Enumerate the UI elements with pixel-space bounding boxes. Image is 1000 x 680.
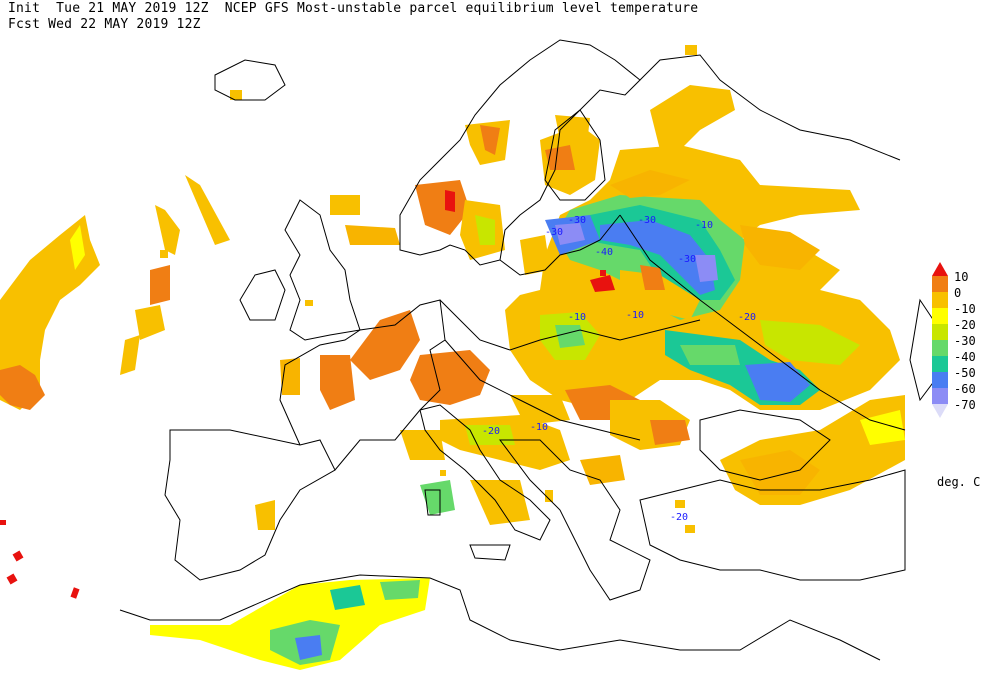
legend-swatch-minus30 [932,340,948,356]
legend-label: -60 [954,382,976,396]
scattered-cells [0,45,697,599]
color-legend: 10 0 -10 -20 -30 -40 -50 -60 -70 [932,262,976,418]
scandinavia-field [330,115,600,275]
contour-label: -20 [482,426,500,437]
legend-unit: deg. C [937,475,981,489]
contour-label: -30 [678,254,696,265]
legend-label: -30 [954,334,976,348]
southeast-field [720,395,905,505]
forecast-time: Fcst Wed 22 MAY 2019 12Z [8,17,201,32]
legend-swatch-minus50 [932,372,948,388]
legend-label: -10 [954,302,976,316]
legend-swatch-minus20-upper [932,308,948,324]
contour-label: -30 [568,215,586,226]
contour-label: -20 [670,512,688,523]
map-title: Init Tue 21 MAY 2019 12Z NCEP GFS Most-u… [8,1,699,16]
north-africa-field [150,578,430,670]
contour-labels: -30 -30 -10 -30 -30 -40 -20 -10 -10 -20 … [482,215,756,523]
legend-label: -40 [954,350,976,364]
legend-swatch-minus10 [932,292,948,308]
contour-label: -40 [595,247,613,258]
legend-label: -50 [954,366,976,380]
legend-swatch-minus70 [932,404,948,418]
atlantic-field [0,175,230,410]
legend-swatch-0 [932,276,948,292]
legend-swatch-minus60 [932,388,948,404]
legend-swatch-10 [932,262,948,276]
legend-label: 10 [954,270,968,284]
legend-label: -20 [954,318,976,332]
legend-swatch-minus20 [932,324,948,340]
legend-label: -70 [954,398,976,412]
contour-label: -10 [695,220,713,231]
contour-label: -10 [568,312,586,323]
contour-label: -30 [638,215,656,226]
legend-swatch-minus40 [932,356,948,372]
contour-label: -10 [530,422,548,433]
contour-label: -30 [545,227,563,238]
legend-label: 0 [954,286,961,300]
contour-label: -20 [738,312,756,323]
contour-label: -10 [626,310,644,321]
